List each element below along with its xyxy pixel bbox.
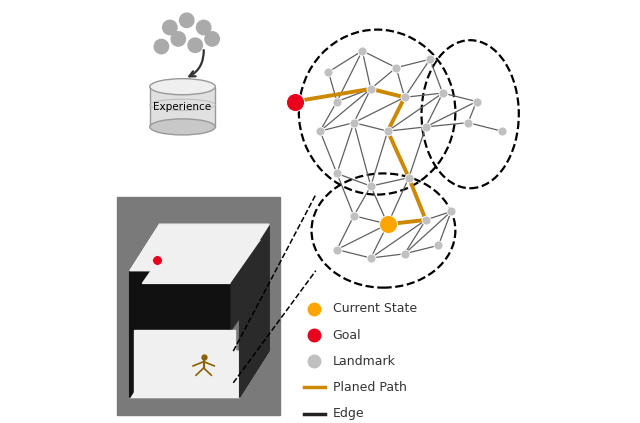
Polygon shape <box>130 351 269 398</box>
Ellipse shape <box>150 119 215 135</box>
Ellipse shape <box>150 79 215 95</box>
Circle shape <box>163 20 177 35</box>
Text: Landmark: Landmark <box>333 355 396 368</box>
Bar <box>150 87 215 127</box>
Polygon shape <box>134 330 236 393</box>
Circle shape <box>188 38 202 52</box>
Circle shape <box>171 32 186 46</box>
Polygon shape <box>130 224 269 271</box>
Polygon shape <box>130 224 159 398</box>
Text: Current State: Current State <box>333 302 417 315</box>
Text: Edge: Edge <box>333 407 364 420</box>
Polygon shape <box>142 241 260 283</box>
Text: Goal: Goal <box>333 329 362 341</box>
Polygon shape <box>239 224 269 398</box>
Polygon shape <box>231 241 260 330</box>
Circle shape <box>196 20 211 35</box>
Text: Planed Path: Planed Path <box>333 381 406 394</box>
Polygon shape <box>142 283 231 330</box>
Bar <box>117 197 280 415</box>
Circle shape <box>180 13 194 27</box>
Text: Experience: Experience <box>154 102 212 112</box>
Circle shape <box>154 39 168 54</box>
Circle shape <box>205 32 220 46</box>
